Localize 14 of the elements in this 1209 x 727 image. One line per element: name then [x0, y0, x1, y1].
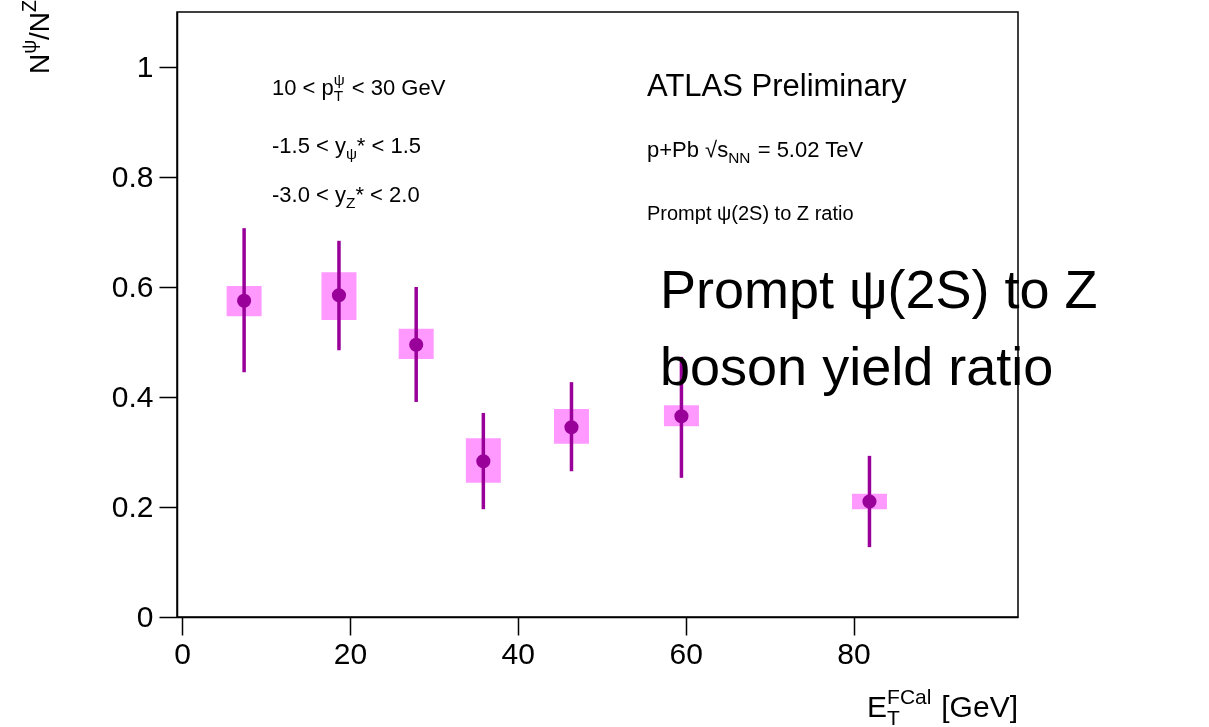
y-tick-label: 0.6 [111, 269, 154, 303]
x-tick-label: 20 [333, 636, 368, 670]
y-tick-label: 0.4 [111, 379, 154, 413]
x-tick-label: 40 [501, 636, 535, 670]
x-tick-label: 60 [669, 636, 703, 670]
y-tick-label: 1 [136, 49, 154, 83]
y-tick-label: 0.2 [111, 489, 154, 523]
annotation: ATLAS Preliminary [647, 68, 908, 103]
x-tick-label: 80 [837, 636, 871, 670]
y-axis-title: Nψ/NZ [18, 0, 55, 74]
x-tick-label: 0 [174, 636, 191, 670]
y-tick-label: 0 [136, 599, 154, 633]
annotation: Prompt ψ(2S) to Z ratio [647, 202, 854, 224]
y-tick-label: 0.8 [111, 159, 154, 193]
